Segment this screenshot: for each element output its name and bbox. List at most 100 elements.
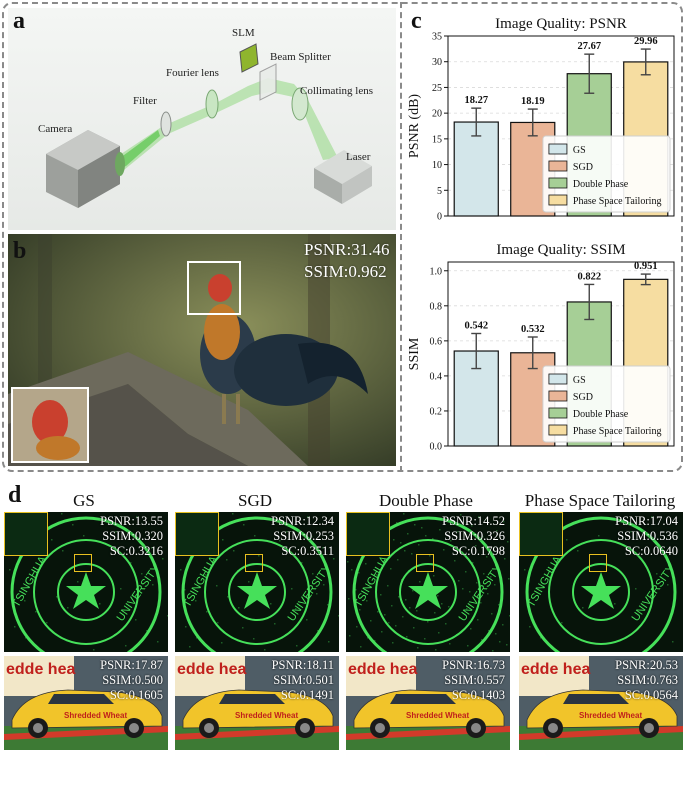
zoom-inset: [346, 512, 390, 556]
car-ssim: SSIM:0.500: [102, 673, 163, 687]
data-label: 18.19: [521, 96, 545, 107]
zoom-region-box: [589, 554, 607, 572]
seal-tile-phase-space-tailoring: TSINGHUAUNIVERSITY1911PSNR:17.04SSIM:0.5…: [519, 512, 683, 652]
rooster-ssim: SSIM:0.962: [304, 262, 387, 281]
seal-ssim: SSIM:0.253: [273, 529, 334, 543]
seal-ssim: SSIM:0.320: [102, 529, 163, 543]
label-filter: Filter: [133, 95, 157, 107]
panel-label-d: d: [8, 482, 22, 508]
y-axis-label: SSIM: [407, 337, 422, 370]
label-laser: Laser: [346, 151, 371, 163]
setup-illustration: SLM Beam Splitter Fourier lens Collimati…: [8, 8, 396, 230]
legend-label: GS: [573, 145, 586, 156]
car-ssim: SSIM:0.763: [617, 673, 678, 687]
zoom-region-box: [74, 554, 92, 572]
seal-sc: SC:0.0640: [624, 544, 678, 558]
y-tick-label: 20: [432, 109, 442, 120]
legend-swatch: [548, 177, 568, 189]
data-label: 0.951: [634, 261, 658, 272]
ssim-bar-chart: 0.0 0.2 0.4 0.6 0.8 1.0 Image Quality: SSIM SSI…: [407, 242, 675, 453]
legend-swatch: [548, 390, 568, 402]
column-title-gs: GS: [73, 491, 95, 510]
bar-gs: [453, 121, 499, 217]
legend-box: [542, 365, 671, 443]
car-sc: SC:0.1403: [451, 688, 505, 702]
chart-title: Image Quality: SSIM: [496, 242, 625, 258]
legend-label: Phase Space Tailoring: [573, 426, 662, 437]
top-dashed-frame: [2, 2, 683, 472]
sign-text: edde hea: [348, 661, 417, 678]
sign-text: edde hea: [521, 661, 590, 678]
legend-swatch: [548, 373, 568, 385]
column-title-phase-space-tailoring: Phase Space Tailoring: [524, 491, 676, 510]
race-car-image: edde hea Shredded Wheat: [4, 656, 168, 750]
livery-text: Shredded Wheat: [235, 711, 298, 720]
legend-label: SGD: [573, 392, 593, 403]
plot-frame: [447, 35, 675, 217]
legend-swatch: [548, 424, 568, 436]
y-tick-label: 0.6: [430, 336, 443, 347]
seal-psnr: PSNR:13.55: [100, 514, 163, 528]
zoom-inset: [4, 512, 48, 556]
data-label: 27.67: [577, 41, 601, 52]
legend-label: Double Phase: [573, 409, 629, 420]
car-sc: SC:0.1605: [109, 688, 163, 702]
rooster-psnr: PSNR:31.46: [304, 240, 390, 259]
race-car-image: edde hea Shredded Wheat: [346, 656, 510, 750]
panel-divider: [400, 2, 402, 472]
legend-swatch: [548, 160, 568, 172]
label-fourier-lens: Fourier lens: [166, 67, 219, 79]
car-sc: SC:0.1491: [280, 688, 334, 702]
label-collimating-lens: Collimating lens: [300, 85, 373, 97]
car-psnr: PSNR:20.53: [615, 658, 678, 672]
data-label: 29.96: [634, 36, 658, 47]
y-tick-label: 0: [437, 212, 442, 223]
y-tick-label: 15: [432, 134, 442, 145]
livery-text: Shredded Wheat: [64, 711, 127, 720]
car-ssim: SSIM:0.501: [273, 673, 334, 687]
car-psnr: PSNR:18.11: [271, 658, 334, 672]
zoom-region-box: [245, 554, 263, 572]
seal-tile-sgd: TSINGHUAUNIVERSITY1911PSNR:12.34SSIM:0.2…: [175, 512, 339, 652]
data-label: 0.532: [521, 324, 545, 335]
zoom-region-box: [416, 554, 434, 572]
legend-label: Phase Space Tailoring: [573, 196, 662, 207]
optical-setup-diagram: SLM Beam Splitter Fourier lens Collimati…: [38, 27, 373, 208]
legend-label: Double Phase: [573, 179, 629, 190]
legend-swatch: [548, 407, 568, 419]
seal-psnr: PSNR:12.34: [271, 514, 334, 528]
data-label: 0.822: [577, 271, 601, 282]
seal-tile-double-phase: TSINGHUAUNIVERSITY1911PSNR:14.52SSIM:0.3…: [346, 512, 510, 652]
legend-box: [542, 135, 671, 213]
rooster-illustration: [8, 234, 396, 466]
seal-psnr: PSNR:17.04: [615, 514, 678, 528]
psnr-bar-chart: 0 5 10 15 20 25 30 35 Image Quality: PSNR PSNR (d…: [407, 16, 675, 223]
car-tile-sgd: edde hea Shredded Wheat PSNR:18.11 SSIM:0.5…: [175, 656, 339, 750]
data-label: 0.542: [464, 320, 488, 331]
car-sc: SC:0.0564: [624, 688, 678, 702]
seal-ssim: SSIM:0.326: [444, 529, 505, 543]
legend-label: SGD: [573, 162, 593, 173]
zoom-inset: [519, 512, 563, 556]
column-title-sgd: SGD: [237, 491, 272, 510]
car-tile-phase-space-tailoring: edde hea Shredded Wheat PSNR:20.53 SSIM:0.7…: [519, 656, 683, 750]
zoom-inset: [175, 512, 219, 556]
chart-title: Image Quality: PSNR: [495, 16, 627, 32]
race-car-image: edde hea Shredded Wheat: [175, 656, 339, 750]
car-psnr: PSNR:16.73: [442, 658, 505, 672]
label-camera: Camera: [38, 123, 72, 135]
y-tick-label: 30: [432, 57, 442, 68]
y-tick-label: 5: [437, 186, 442, 197]
legend-swatch: [548, 143, 568, 155]
car-tile-double-phase: edde hea Shredded Wheat PSNR:16.73 SSIM:0.5…: [346, 656, 510, 750]
car-ssim: SSIM:0.557: [444, 673, 505, 687]
panel-label-a: a: [13, 8, 25, 34]
seal-psnr: PSNR:14.52: [442, 514, 505, 528]
seal-sc: SC:0.3216: [109, 544, 163, 558]
livery-text: Shredded Wheat: [406, 711, 469, 720]
panel-label-b: b: [13, 238, 27, 264]
seal-sc: SC:0.1798: [451, 544, 505, 558]
sign-text: edde hea: [6, 661, 75, 678]
car-psnr: PSNR:17.87: [100, 658, 163, 672]
y-tick-label: 1.0: [430, 266, 443, 277]
